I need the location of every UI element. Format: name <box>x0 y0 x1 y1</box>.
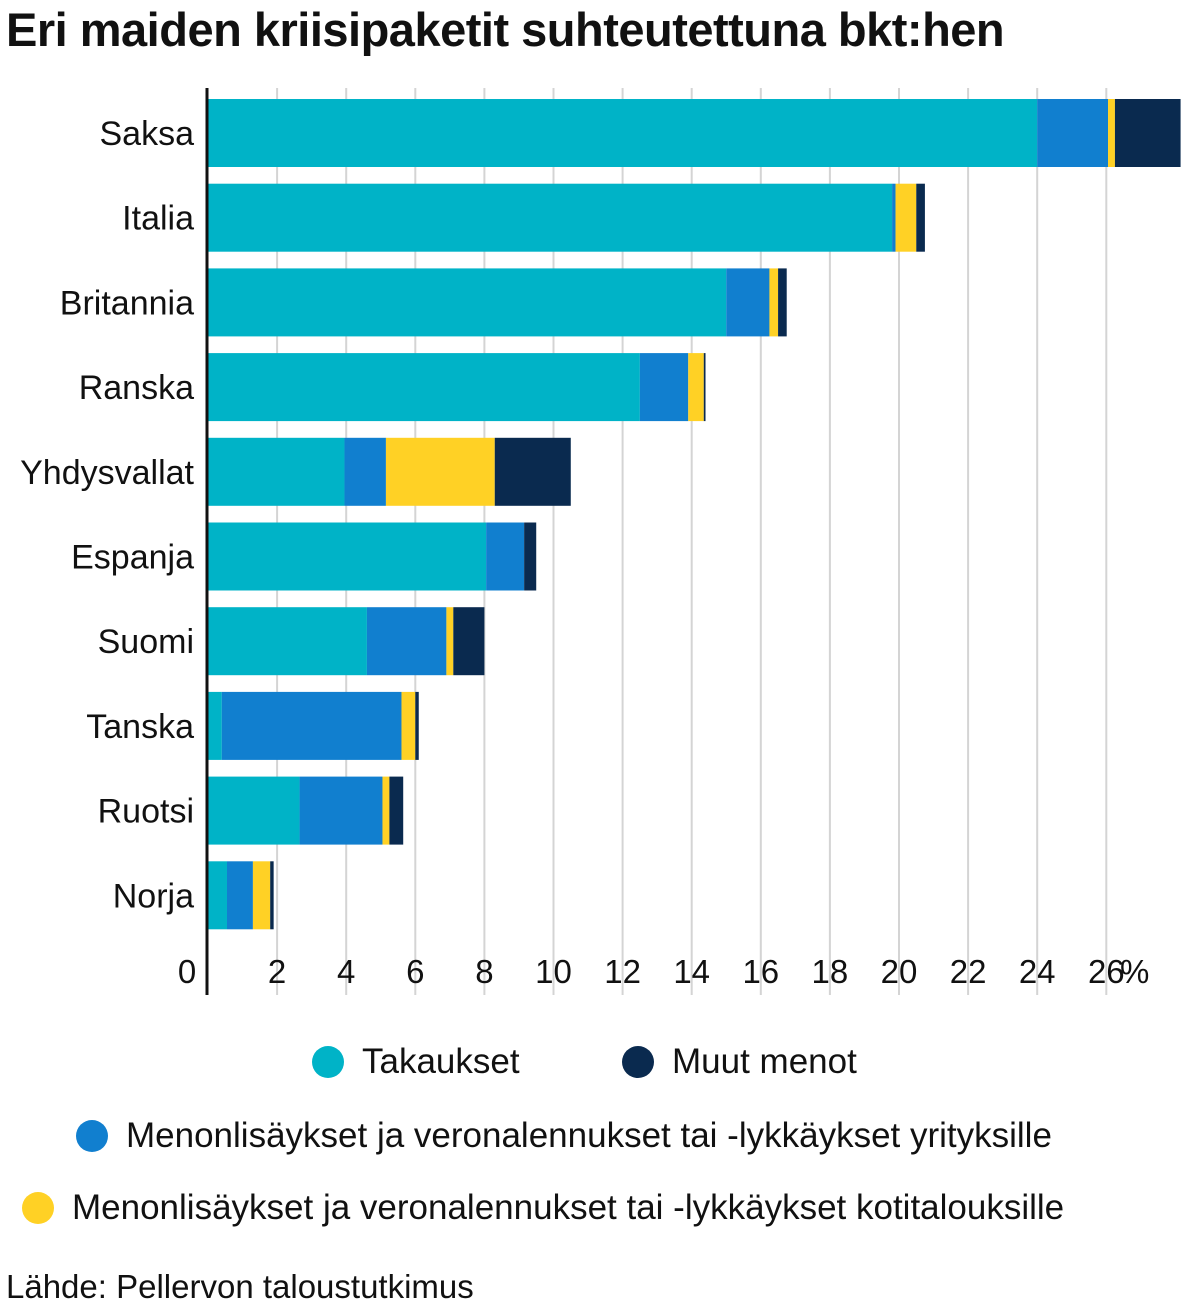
legend-item-kotitaloudet: Menonlisäykset ja veronalennukset tai -l… <box>22 1188 1064 1228</box>
category-label-italia: Italia <box>122 200 194 238</box>
legend-item-muut-menot: Muut menot <box>622 1042 857 1082</box>
x-tick-labels: 0 2 4 6 8 10 12 14 16 18 20 22 24 26 <box>178 953 1125 990</box>
x-tick-22: 22 <box>950 953 987 990</box>
category-label-tanska: Tanska <box>86 708 194 746</box>
legend-label-kotitaloudet: Menonlisäykset ja veronalennukset tai -l… <box>72 1188 1065 1227</box>
bar-saksa-series-2 <box>1108 99 1115 167</box>
bar-segments <box>208 99 1181 930</box>
bar-espanja-series-0 <box>208 522 487 591</box>
bar-espanja-series-3 <box>524 522 537 591</box>
bar-norja-series-1 <box>227 861 253 930</box>
bar-ruotsi-series-0 <box>208 776 300 845</box>
x-tick-18: 18 <box>812 953 849 990</box>
bar-yhdysvallat-series-2 <box>385 437 495 506</box>
x-tick-8: 8 <box>475 953 493 990</box>
legend-dot-yritykset <box>76 1120 108 1152</box>
bar-tanska-series-2 <box>401 691 416 760</box>
bar-saksa-series-3 <box>1114 99 1181 167</box>
bar-chart: Saksa Italia Britannia Ranska Yhdysvallat Esp… <box>20 88 1181 995</box>
bar-suomi-series-1 <box>366 607 447 676</box>
bar-britannia-series-1 <box>726 268 770 337</box>
category-label-espanja: Espanja <box>71 539 194 577</box>
category-label-norja: Norja <box>113 877 194 915</box>
bar-saksa-series-0 <box>208 99 1038 167</box>
bar-ranska-series-0 <box>208 353 640 422</box>
legend-label-yritykset: Menonlisäykset ja veronalennukset tai -l… <box>126 1116 1052 1155</box>
legend-dot-kotitaloudet <box>22 1192 54 1224</box>
bar-tanska-series-3 <box>415 691 419 760</box>
category-label-ranska: Ranska <box>79 369 194 407</box>
category-label-yhdysvallat: Yhdysvallat <box>20 454 194 492</box>
bar-ranska-series-3 <box>703 353 706 422</box>
legend-item-takaukset: Takaukset <box>312 1042 520 1082</box>
bar-yhdysvallat-series-1 <box>344 437 386 506</box>
legend: Takaukset Muut menot Menonlisäykset ja v… <box>0 1030 1199 1240</box>
bar-yhdysvallat-series-0 <box>208 437 345 506</box>
category-label-saksa: Saksa <box>100 115 195 153</box>
bar-tanska-series-0 <box>208 691 222 760</box>
chart-title: Eri maiden kriisipaketit suhteutettuna b… <box>6 3 1005 56</box>
bar-espanja-series-1 <box>486 522 525 591</box>
bar-yhdysvallat-series-3 <box>494 437 571 506</box>
bar-ranska-series-2 <box>688 353 704 422</box>
bar-saksa-series-1 <box>1037 99 1109 167</box>
category-label-britannia: Britannia <box>60 284 194 322</box>
category-label-ruotsi: Ruotsi <box>98 793 194 831</box>
bar-norja-series-2 <box>252 861 271 930</box>
bar-norja-series-3 <box>270 861 274 930</box>
x-tick-4: 4 <box>337 953 355 990</box>
x-tick-12: 12 <box>604 953 641 990</box>
bar-italia-series-3 <box>916 183 925 252</box>
x-tick-6: 6 <box>406 953 424 990</box>
category-label-suomi: Suomi <box>98 623 194 661</box>
bar-norja-series-0 <box>208 861 228 930</box>
x-unit-label: % <box>1120 953 1149 990</box>
x-tick-24: 24 <box>1019 953 1056 990</box>
bar-suomi-series-0 <box>208 607 367 676</box>
bar-britannia-series-3 <box>778 268 787 337</box>
bar-italia-series-0 <box>208 183 893 252</box>
bar-britannia-series-0 <box>208 268 727 337</box>
legend-label-muut-menot: Muut menot <box>672 1042 857 1081</box>
x-tick-2: 2 <box>268 953 286 990</box>
x-tick-26: 26 <box>1088 953 1125 990</box>
legend-item-yritykset: Menonlisäykset ja veronalennukset tai -l… <box>76 1116 1052 1156</box>
legend-dot-muut-menot <box>622 1046 654 1078</box>
legend-label-takaukset: Takaukset <box>362 1042 520 1081</box>
x-tick-10: 10 <box>535 953 572 990</box>
bar-ruotsi-series-2 <box>382 776 390 845</box>
bar-suomi-series-3 <box>453 607 485 676</box>
x-tick-16: 16 <box>742 953 779 990</box>
bar-ruotsi-series-3 <box>389 776 404 845</box>
bar-suomi-series-2 <box>446 607 454 676</box>
x-tick-14: 14 <box>673 953 710 990</box>
bar-britannia-series-2 <box>769 268 779 337</box>
legend-dot-takaukset <box>312 1046 344 1078</box>
bar-italia-series-1 <box>892 183 896 252</box>
x-tick-0: 0 <box>178 953 196 990</box>
bar-ranska-series-1 <box>639 353 689 422</box>
bar-italia-series-2 <box>895 183 917 252</box>
source-note: Lähde: Pellervon taloustutkimus <box>6 1268 474 1305</box>
bar-ruotsi-series-1 <box>299 776 383 845</box>
bar-tanska-series-1 <box>221 691 402 760</box>
x-tick-20: 20 <box>881 953 918 990</box>
category-labels: Saksa Italia Britannia Ranska Yhdysvallat Esp… <box>20 115 194 915</box>
